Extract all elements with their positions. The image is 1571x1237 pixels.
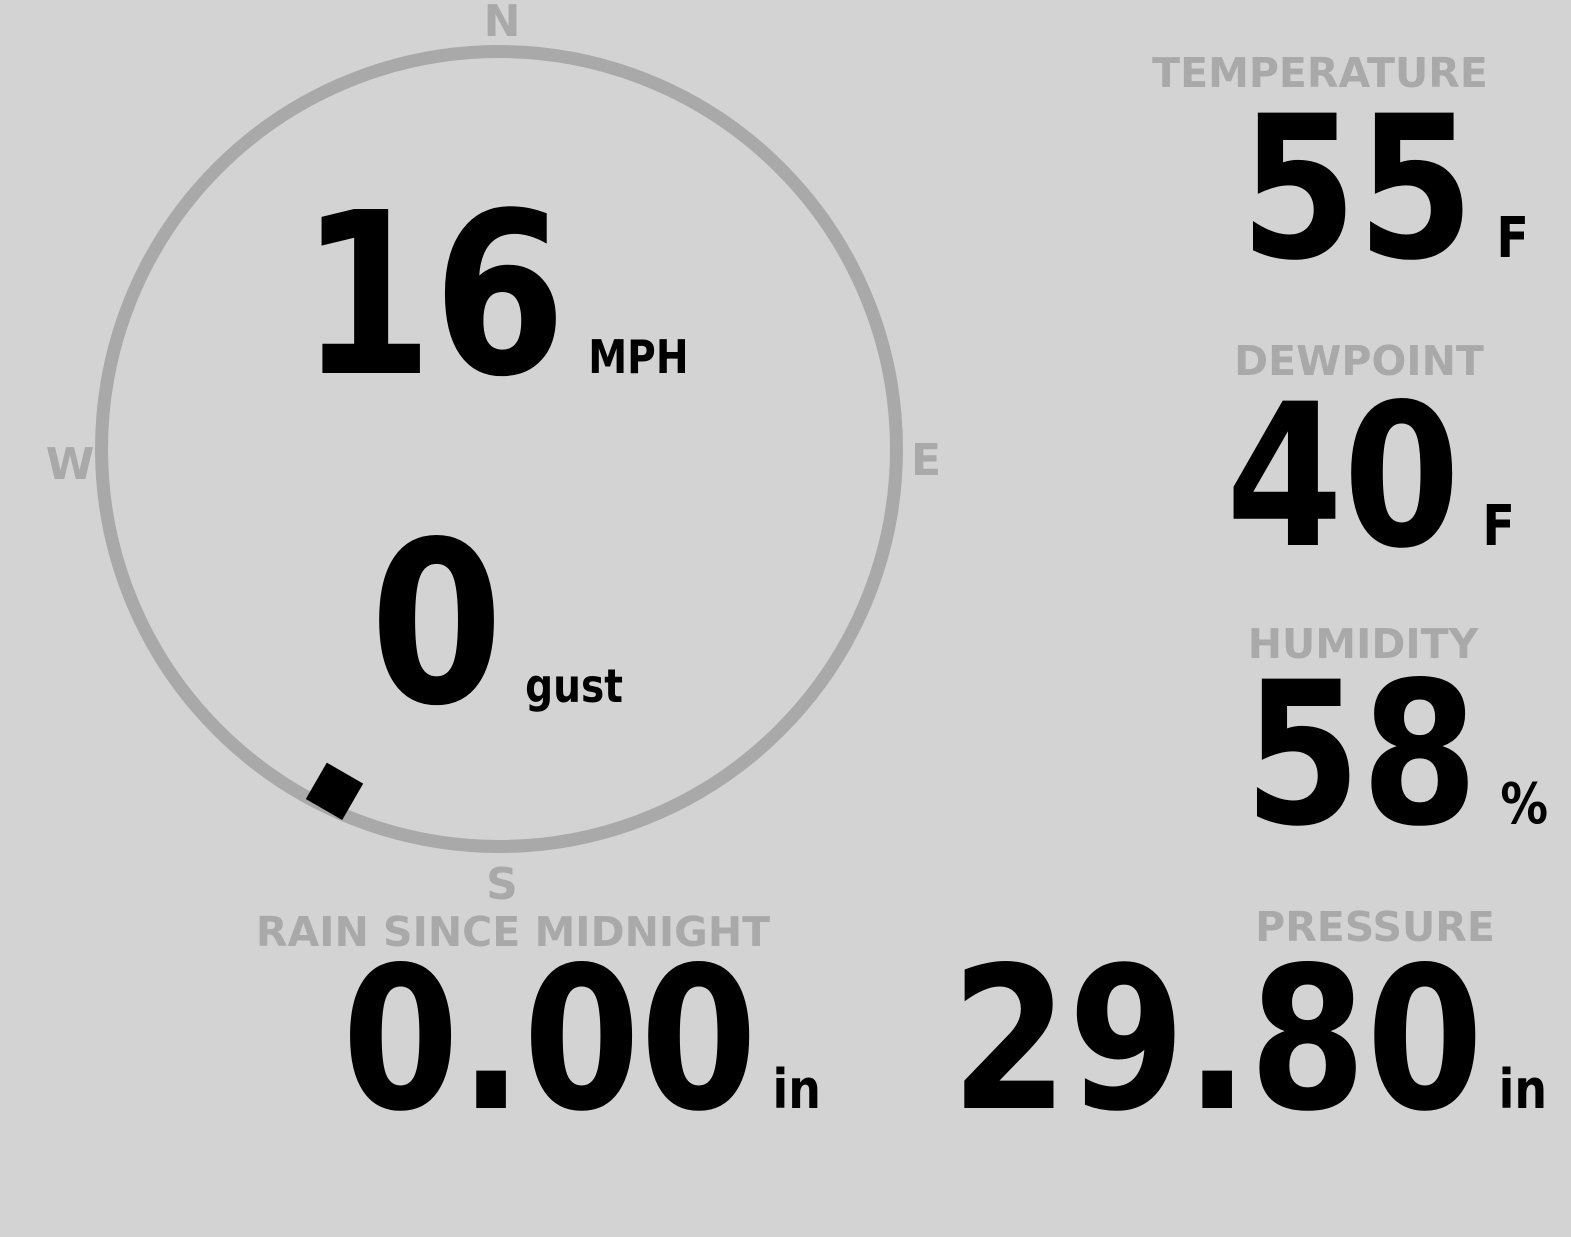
- compass-label-west: W: [45, 439, 95, 490]
- temperature-value: 55: [1240, 73, 1475, 304]
- pressure-value: 29.80: [951, 924, 1484, 1155]
- wind-speed-value: 16: [300, 165, 567, 427]
- dewpoint-unit: F: [1482, 494, 1515, 559]
- temperature-row: 55 F: [1240, 90, 1529, 288]
- pressure-label: PRESSURE: [1255, 903, 1495, 951]
- compass-label-east: E: [910, 435, 942, 486]
- temperature-label: TEMPERATURE: [1152, 49, 1488, 97]
- rain-unit: in: [772, 1058, 821, 1121]
- dewpoint-label: DEWPOINT: [1234, 337, 1484, 385]
- rain-value: 0.00: [342, 924, 758, 1155]
- wind-gust-value: 0: [370, 494, 504, 756]
- humidity-unit: %: [1500, 772, 1549, 837]
- wind-gust-row: 0 gust: [370, 513, 623, 738]
- wind-compass-gauge: N E S W: [46, 0, 941, 907]
- dewpoint-value: 40: [1226, 361, 1461, 592]
- dewpoint-row: 40 F: [1226, 378, 1515, 576]
- rain-label: RAIN SINCE MIDNIGHT: [255, 908, 771, 956]
- wind-speed-unit: MPH: [588, 330, 689, 384]
- compass-label-south: S: [486, 859, 518, 910]
- humidity-value: 58: [1244, 639, 1479, 870]
- humidity-row: 58 %: [1244, 656, 1548, 854]
- temperature-unit: F: [1496, 206, 1529, 271]
- humidity-label: HUMIDITY: [1247, 620, 1479, 668]
- pressure-row: 29.80 in: [951, 941, 1547, 1139]
- wind-gust-unit: gust: [525, 659, 623, 713]
- wind-speed-row: 16 MPH: [300, 184, 689, 409]
- pressure-unit: in: [1498, 1058, 1548, 1121]
- rain-row: 0.00 in: [342, 941, 821, 1139]
- compass-label-north: N: [483, 0, 521, 47]
